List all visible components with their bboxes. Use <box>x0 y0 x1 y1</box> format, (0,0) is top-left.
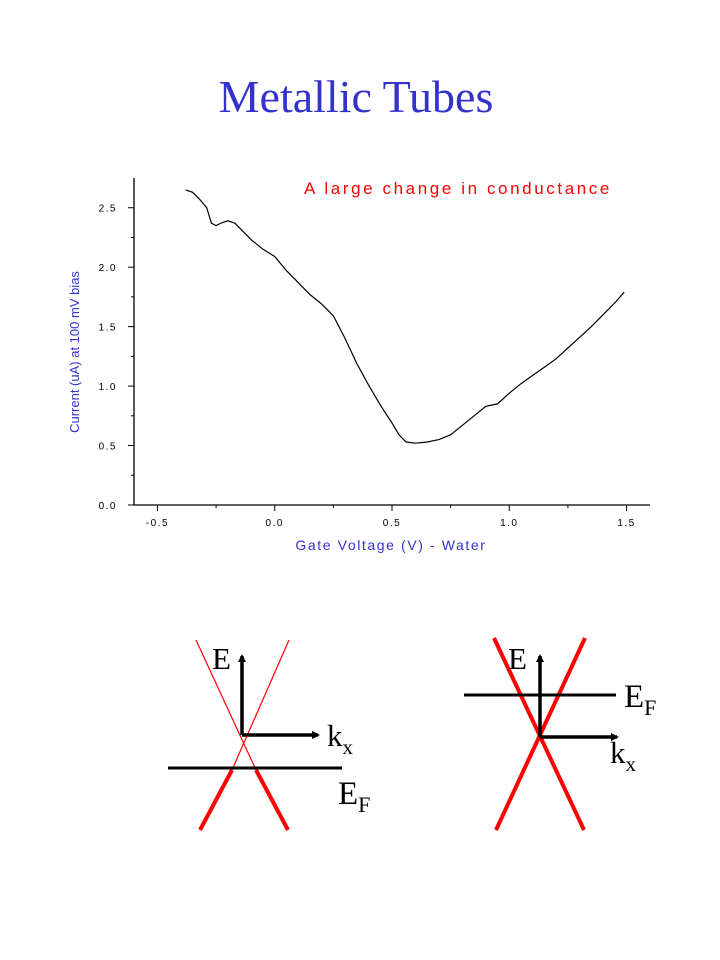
page-title: Metallic Tubes <box>218 71 494 122</box>
y-tick-label: 0.0 <box>99 501 117 512</box>
y-tick-label: 1.5 <box>99 323 117 334</box>
chart-title: A large change in conductance <box>304 179 612 198</box>
y-tick-label: 2.5 <box>99 204 117 215</box>
current-vs-gate-voltage-line <box>185 189 625 444</box>
y-tick-label: 2.0 <box>99 263 117 274</box>
x-axis-label: Gate Voltage (V) - Water <box>295 537 486 553</box>
x-tick-label: 0.0 <box>266 518 284 529</box>
x-tick-label: 0.5 <box>383 518 401 529</box>
y-tick-label: 1.0 <box>99 382 117 393</box>
y-tick-label: 0.5 <box>99 442 117 453</box>
x-tick-label: 1.0 <box>500 518 518 529</box>
x-tick-label: -0.5 <box>146 518 169 529</box>
y-axis-label: Current (uA) at 100 mV bias <box>67 271 82 433</box>
x-tick-label: 1.5 <box>617 518 635 529</box>
